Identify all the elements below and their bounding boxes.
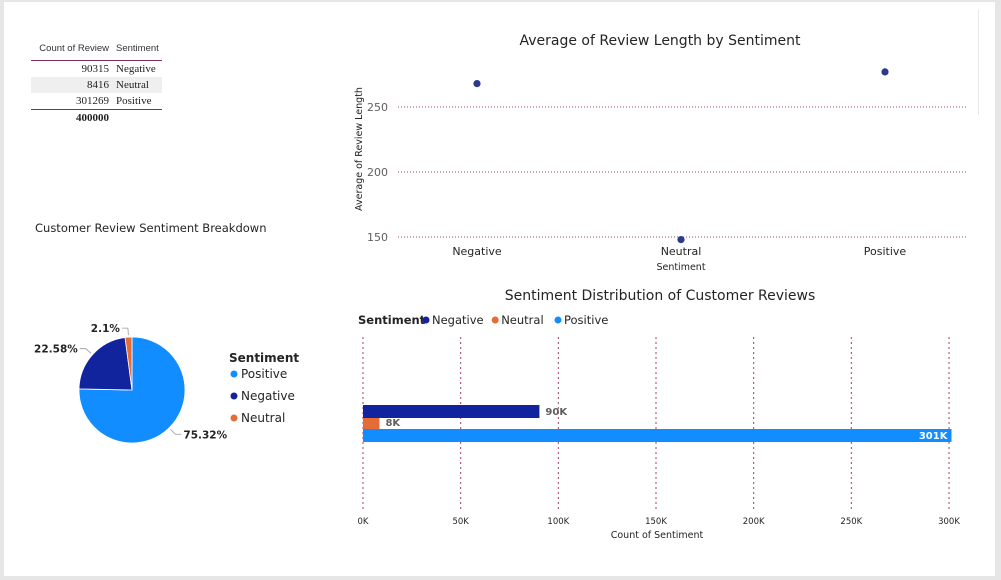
legend-item[interactable]: Neutral bbox=[241, 411, 285, 425]
report-canvas bbox=[4, 2, 995, 576]
x-tick-label: 150K bbox=[645, 517, 667, 527]
leader-line bbox=[121, 327, 129, 336]
y-tick-label: 200 bbox=[367, 166, 388, 179]
legend-marker bbox=[230, 414, 238, 422]
matrix-cell-sentiment: Positive bbox=[116, 95, 152, 107]
data-label: 2.1% bbox=[91, 323, 121, 335]
matrix-cell-count: 8416 bbox=[31, 77, 113, 93]
x-axis-label: Sentiment bbox=[656, 262, 705, 273]
legend-marker bbox=[491, 316, 499, 324]
x-axis-label: Count of Sentiment bbox=[611, 530, 704, 541]
data-label: 301K bbox=[919, 431, 949, 442]
matrix-cell-count: 301269 bbox=[76, 95, 109, 107]
data-label: 8K bbox=[385, 418, 401, 429]
x-tick-label: 100K bbox=[547, 517, 569, 527]
legend-marker bbox=[554, 316, 562, 324]
legend-item[interactable]: Negative bbox=[241, 389, 295, 403]
x-tick-label: 300K bbox=[938, 517, 960, 527]
matrix-header-count[interactable]: Count of Review bbox=[31, 40, 113, 61]
matrix-cell-sentiment: Negative bbox=[116, 63, 156, 75]
matrix-table: Count of Review Sentiment 90315 Negative… bbox=[31, 40, 162, 126]
matrix-total: 400000 bbox=[31, 109, 113, 126]
x-tick-label: Neutral bbox=[661, 245, 702, 258]
legend-item[interactable]: Neutral bbox=[501, 313, 543, 327]
table-row[interactable]: 8416 Neutral bbox=[31, 77, 162, 93]
y-tick-label: 250 bbox=[367, 101, 388, 114]
x-tick-label: 250K bbox=[840, 517, 862, 527]
x-tick-label: Negative bbox=[452, 245, 502, 258]
sentiment-distribution-bar-chart[interactable]: Sentiment Distribution of Customer Revie… bbox=[340, 282, 980, 542]
matrix-cell-sentiment: Neutral bbox=[113, 77, 162, 93]
pie-chart-title: Customer Review Sentiment Breakdown bbox=[35, 221, 267, 235]
panel-divider bbox=[978, 10, 979, 115]
table-row[interactable]: 301269 Positive bbox=[31, 93, 162, 110]
table-total-row: 400000 bbox=[31, 109, 162, 126]
chart-title: Average of Review Length by Sentiment bbox=[519, 33, 801, 49]
legend-title: Sentiment bbox=[229, 351, 299, 365]
pie-slice-negative[interactable] bbox=[78, 337, 133, 391]
x-tick-label: 200K bbox=[743, 517, 765, 527]
bar-neutral[interactable] bbox=[363, 418, 380, 429]
bar-positive[interactable] bbox=[363, 429, 952, 442]
table-row[interactable]: 90315 Negative bbox=[31, 61, 162, 78]
matrix-cell-count: 90315 bbox=[81, 63, 110, 75]
leader-line bbox=[170, 428, 182, 435]
x-tick-label: 50K bbox=[452, 517, 469, 527]
legend-marker bbox=[422, 316, 430, 324]
leader-line bbox=[79, 348, 92, 354]
matrix-total-empty bbox=[113, 109, 162, 126]
data-point[interactable] bbox=[881, 68, 889, 76]
data-point[interactable] bbox=[473, 80, 481, 88]
pie-slice-neutral[interactable] bbox=[124, 336, 133, 391]
review-length-scatter-chart[interactable]: Average of Review Length by Sentiment Av… bbox=[340, 25, 980, 280]
legend-item[interactable]: Positive bbox=[241, 367, 287, 381]
y-axis-label: Average of Review Length bbox=[354, 87, 365, 211]
legend-marker bbox=[230, 392, 238, 400]
legend-title: Sentiment bbox=[358, 313, 426, 327]
legend-item[interactable]: Positive bbox=[564, 313, 608, 327]
x-tick-label: Positive bbox=[864, 245, 907, 258]
data-label: 75.32% bbox=[183, 429, 227, 441]
x-tick-label: 0K bbox=[358, 517, 369, 527]
y-tick-label: 150 bbox=[367, 231, 388, 244]
bar-negative[interactable] bbox=[363, 405, 540, 418]
data-label: 22.58% bbox=[34, 344, 78, 356]
chart-title: Sentiment Distribution of Customer Revie… bbox=[505, 288, 816, 304]
sentiment-pie-chart[interactable]: 75.32% 22.58% 2.1% Sentiment Positive Negat… bbox=[0, 310, 330, 460]
matrix-header-sentiment[interactable]: Sentiment bbox=[113, 40, 162, 61]
data-label: 90K bbox=[545, 407, 568, 418]
legend-marker bbox=[230, 370, 238, 378]
legend-item[interactable]: Negative bbox=[432, 313, 484, 327]
review-count-matrix[interactable]: Count of Review Sentiment 90315 Negative… bbox=[31, 40, 171, 126]
data-point[interactable] bbox=[677, 236, 685, 244]
